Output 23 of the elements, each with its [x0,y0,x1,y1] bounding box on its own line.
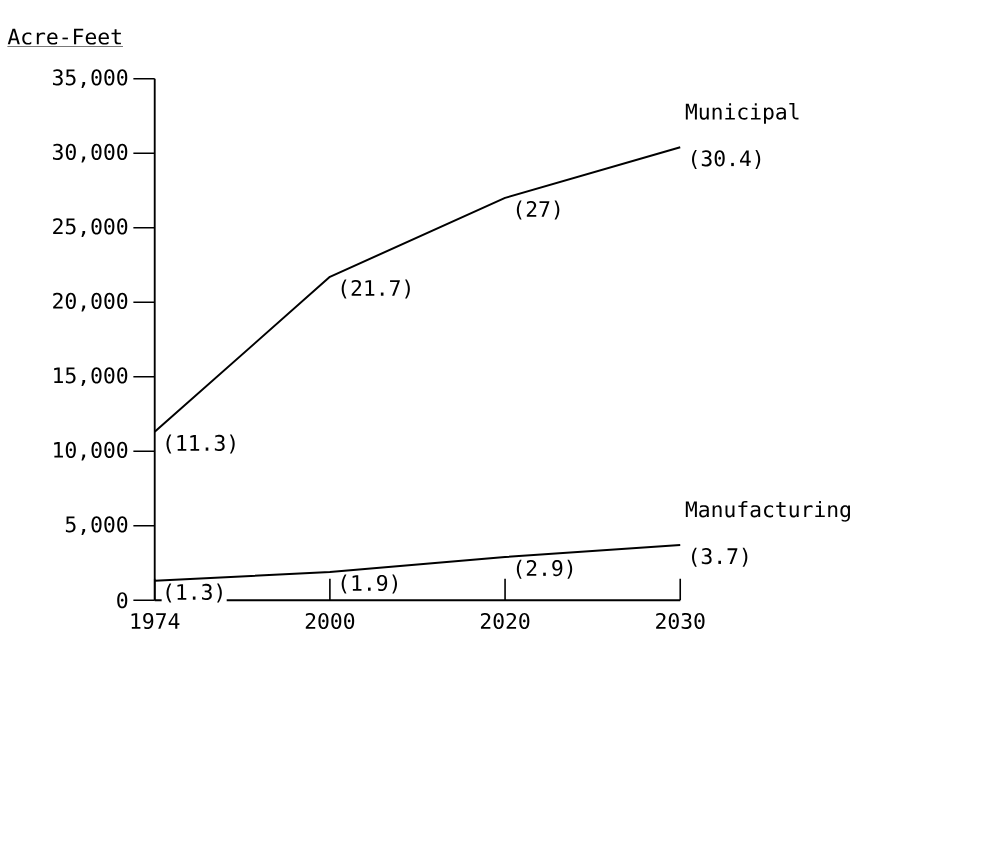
y-tick-label: 10,000 [54,441,128,461]
annotation: (1.9) [341,574,398,594]
annotation: (2.9) [516,559,573,579]
series-label: Manufacturing [685,501,850,522]
x-tick-label: 2000 [305,613,355,630]
y-tick-label: 25,000 [53,218,128,238]
x-tick-label: 2020 [480,613,530,630]
y-tick-label: 30,000 [53,143,128,163]
annotation: (27) [516,200,560,220]
y-tick-label: 20,000 [53,292,128,312]
annotation: (21.7) [341,279,410,299]
y-tick-label: 15,000 [54,367,128,387]
annotation: (11.3) [166,434,235,454]
annotation: (30.4) [692,150,761,170]
y-axis-title: Acre-Feet [7,28,121,45]
y-tick-label: 35,000 [53,69,128,89]
annotation: (3.7) [692,547,748,567]
y-tick-label: 0 [117,592,128,609]
y-tick-label: 5,000 [65,516,128,536]
x-tick-label: 1974 [131,613,180,630]
series-label: Municipal [685,103,799,125]
annotation: (1.3) [166,583,222,603]
x-tick-label: 2030 [656,613,705,630]
